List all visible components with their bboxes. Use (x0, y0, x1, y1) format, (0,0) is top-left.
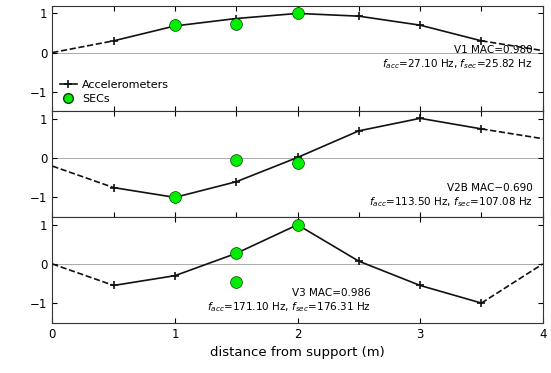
Point (293, 160, 302, 166)
Point (232, 279, 241, 285)
Point (171, 194, 180, 200)
Text: V2B MAC−0.690
$f_{acc}$=113.50 Hz, $f_{sec}$=107.08 Hz: V2B MAC−0.690 $f_{acc}$=113.50 Hz, $f_{s… (369, 183, 533, 209)
Point (293, 222, 302, 228)
Point (232, 21, 241, 27)
Point (232, 250, 241, 256)
Text: V1 MAC=0.980
$f_{acc}$=27.10 Hz, $f_{sec}$=25.82 Hz: V1 MAC=0.980 $f_{acc}$=27.10 Hz, $f_{sec… (382, 45, 533, 71)
Point (293, 10, 302, 16)
Text: V3 MAC=0.986
$f_{acc}$=171.10 Hz, $f_{sec}$=176.31 Hz: V3 MAC=0.986 $f_{acc}$=171.10 Hz, $f_{se… (207, 288, 371, 314)
X-axis label: distance from support (m): distance from support (m) (210, 346, 385, 359)
Legend: Accelerometers, SECs: Accelerometers, SECs (58, 78, 171, 106)
Point (232, 157, 241, 163)
Point (171, 22, 180, 28)
